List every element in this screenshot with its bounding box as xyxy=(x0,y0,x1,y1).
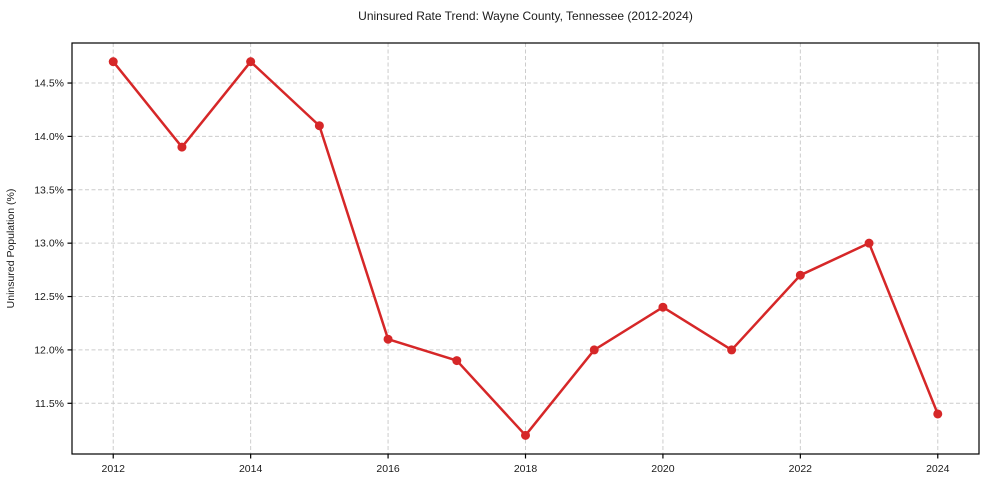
data-point xyxy=(658,302,668,312)
y-tick-label: 14.0% xyxy=(34,131,64,143)
data-point xyxy=(727,345,737,355)
x-tick-label: 2012 xyxy=(102,463,126,475)
y-tick-label: 12.0% xyxy=(34,344,64,356)
plot-border xyxy=(71,42,980,455)
x-tick-label: 2022 xyxy=(789,463,813,475)
y-tick-label: 12.5% xyxy=(34,291,64,303)
data-point xyxy=(246,57,256,67)
y-tick-label: 13.5% xyxy=(34,184,64,196)
y-tick-label: 11.5% xyxy=(35,398,64,410)
data-point xyxy=(177,142,187,152)
chart-title: Uninsured Rate Trend: Wayne County, Tenn… xyxy=(358,9,693,23)
x-tick-label: 2016 xyxy=(376,463,400,475)
axis-ticks xyxy=(67,82,939,459)
series-uninsured-rate xyxy=(108,57,943,440)
x-tick-label: 2014 xyxy=(239,463,263,475)
data-point xyxy=(452,356,462,366)
data-point xyxy=(795,270,805,280)
data-point xyxy=(933,409,943,419)
y-tick-label: 14.5% xyxy=(34,78,64,90)
gridlines xyxy=(72,43,979,454)
x-tick-label: 2024 xyxy=(926,463,950,475)
axis-tick-labels: 11.5% 12.0% 12.5% 13.0% 13.5% 14.0% 14.5% 2012 2… xyxy=(34,78,949,475)
data-point xyxy=(108,57,118,67)
y-axis-label: Uninsured Population (%) xyxy=(5,189,17,309)
data-point xyxy=(589,345,599,355)
x-tick-label: 2020 xyxy=(651,463,675,475)
data-point xyxy=(383,334,393,344)
x-tick-label: 2018 xyxy=(514,463,538,475)
data-point xyxy=(864,238,874,248)
y-tick-label: 13.0% xyxy=(34,238,64,250)
data-point xyxy=(521,430,530,440)
data-point xyxy=(314,121,324,131)
